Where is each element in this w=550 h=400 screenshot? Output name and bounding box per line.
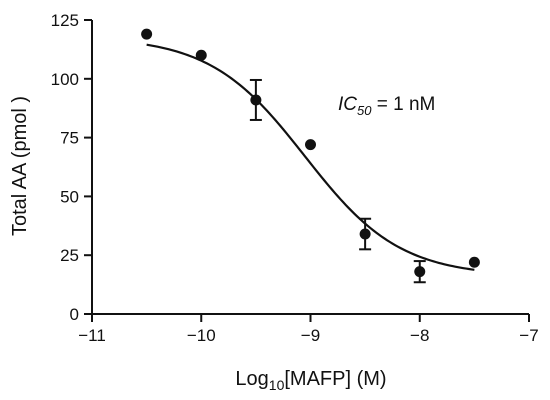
data-point — [414, 266, 426, 278]
y-axis-label: Total AA (pmol ) — [9, 96, 31, 236]
data-points — [141, 28, 480, 284]
data-point — [359, 228, 371, 240]
y-tick-label: 75 — [60, 129, 79, 148]
ic50-annotation: IC50 = 1 nM — [338, 94, 435, 118]
y-tick-label: 100 — [51, 70, 79, 89]
y-tick-label: 0 — [70, 305, 79, 324]
y-tick-label: 50 — [60, 187, 79, 206]
x-tick-label: −8 — [410, 326, 429, 345]
x-axis-label: Log10[MAFP] (M) — [235, 368, 386, 393]
x-tick-label: −10 — [187, 326, 216, 345]
y-tick-label: 25 — [60, 246, 79, 265]
data-point — [250, 94, 262, 106]
x-ticks: −11 −10 −9 −8 −7 — [78, 314, 539, 345]
data-point — [141, 28, 153, 40]
data-point — [305, 139, 316, 151]
y-tick-label: 125 — [51, 11, 79, 30]
x-tick-label: −11 — [78, 326, 106, 345]
x-tick-label: −9 — [301, 326, 320, 345]
data-point — [468, 256, 480, 268]
fit-curve — [146, 43, 475, 271]
x-tick-label: −7 — [519, 326, 538, 345]
data-point — [195, 49, 207, 61]
y-ticks: 0 25 50 75 100 125 — [51, 11, 92, 324]
